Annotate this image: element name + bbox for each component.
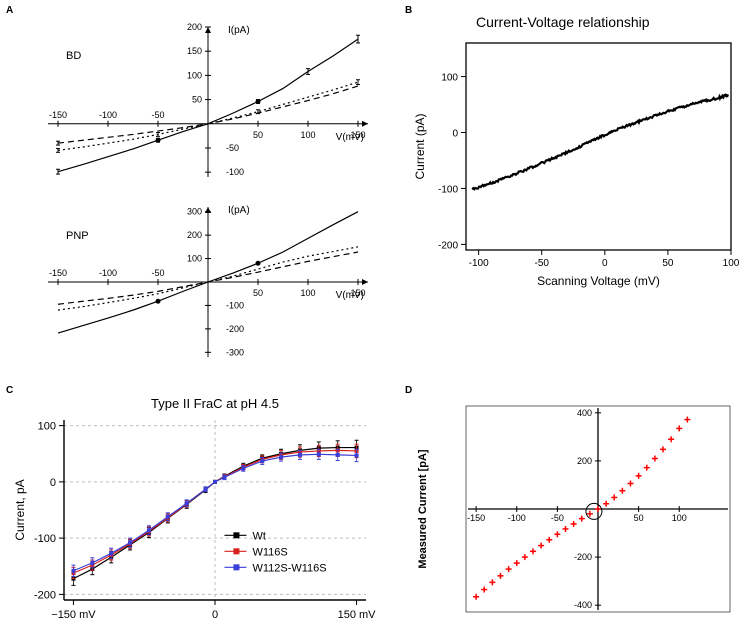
svg-text:200: 200 — [187, 230, 202, 240]
svg-text:-50: -50 — [226, 143, 239, 153]
svg-text:0: 0 — [50, 477, 56, 489]
svg-text:100: 100 — [672, 513, 687, 523]
svg-text:150 mV: 150 mV — [338, 609, 377, 621]
svg-text:Current (pA): Current (pA) — [413, 113, 427, 179]
svg-text:-100: -100 — [99, 268, 117, 278]
svg-text:100: 100 — [300, 130, 315, 140]
svg-text:-400: -400 — [574, 600, 592, 610]
svg-text:-100: -100 — [438, 184, 458, 195]
svg-text:-50: -50 — [151, 268, 164, 278]
svg-text:-100: -100 — [508, 513, 526, 523]
svg-text:100: 100 — [38, 421, 56, 433]
svg-text:300: 300 — [187, 207, 202, 217]
svg-text:PNP: PNP — [66, 230, 89, 242]
svg-text:50: 50 — [253, 130, 263, 140]
svg-text:-100: -100 — [226, 167, 244, 177]
svg-text:Current, pA: Current, pA — [13, 479, 27, 540]
svg-text:-200: -200 — [226, 324, 244, 334]
svg-text:-100: -100 — [469, 258, 489, 269]
svg-text:V(mV): V(mV) — [336, 132, 364, 143]
svg-text:50: 50 — [192, 95, 202, 105]
svg-text:-150: -150 — [467, 513, 485, 523]
svg-text:I(pA): I(pA) — [228, 205, 250, 216]
svg-text:-200: -200 — [34, 589, 56, 601]
svg-text:200: 200 — [577, 456, 592, 466]
svg-text:-100: -100 — [34, 533, 56, 545]
panel-d-chart: -150 -100 -50 50 100 -400 -200 200 400 Measured C… — [408, 390, 743, 630]
svg-text:Wt: Wt — [252, 530, 265, 542]
svg-text:200: 200 — [187, 22, 202, 32]
svg-text:100: 100 — [441, 73, 458, 84]
svg-text:-150: -150 — [49, 268, 67, 278]
svg-text:150: 150 — [187, 46, 202, 56]
svg-text:Type II FraC at pH 4.5: Type II FraC at pH 4.5 — [151, 396, 279, 411]
svg-text:400: 400 — [577, 408, 592, 418]
svg-text:Measured Current [pA]: Measured Current [pA] — [417, 449, 429, 569]
svg-text:-150: -150 — [49, 110, 67, 120]
svg-text:-300: -300 — [226, 347, 244, 357]
panel-c-chart: Type II FraC at pH 4.5 -200 -100 0 100 −150 m… — [8, 390, 378, 630]
svg-text:-200: -200 — [438, 240, 458, 251]
svg-text:50: 50 — [634, 513, 644, 523]
svg-text:-50: -50 — [151, 110, 164, 120]
svg-text:W112S-W116S: W112S-W116S — [252, 562, 326, 574]
svg-text:-200: -200 — [574, 552, 592, 562]
svg-text:-50: -50 — [551, 513, 564, 523]
svg-text:I(pA): I(pA) — [228, 25, 250, 36]
svg-text:50: 50 — [253, 288, 263, 298]
svg-text:−150 mV: −150 mV — [51, 609, 96, 621]
svg-text:BD: BD — [66, 50, 81, 62]
svg-text:V(mV): V(mV) — [336, 290, 364, 301]
svg-text:Scanning Voltage (mV): Scanning Voltage (mV) — [537, 274, 660, 288]
panel-b-chart: Current-Voltage relationship -100 -50 0 50 10… — [408, 5, 743, 295]
svg-text:-50: -50 — [534, 258, 549, 269]
svg-text:100: 100 — [187, 254, 202, 264]
svg-text:50: 50 — [662, 258, 674, 269]
svg-text:100: 100 — [723, 258, 740, 269]
svg-text:0: 0 — [212, 609, 218, 621]
panel-a-chart: -150-100-5050100150-100-5050100150200I(p… — [10, 2, 380, 372]
svg-text:0: 0 — [452, 129, 458, 140]
svg-text:Current-Voltage relationship: Current-Voltage relationship — [476, 14, 650, 30]
svg-text:100: 100 — [300, 288, 315, 298]
svg-text:-100: -100 — [226, 300, 244, 310]
svg-text:W116S: W116S — [252, 546, 287, 558]
svg-text:100: 100 — [187, 70, 202, 80]
svg-text:0: 0 — [602, 258, 608, 269]
svg-text:-100: -100 — [99, 110, 117, 120]
